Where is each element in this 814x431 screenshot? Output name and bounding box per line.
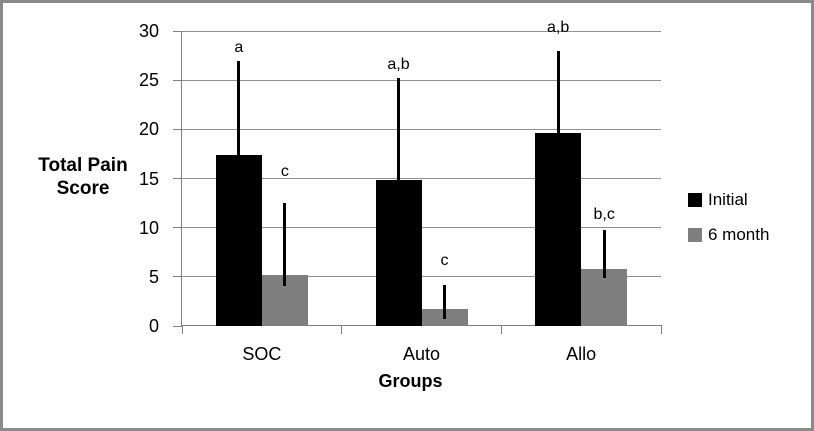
error-bar-soc-6month	[283, 203, 287, 286]
gridline	[182, 128, 661, 130]
x-category-label: Auto	[402, 344, 440, 364]
bar-soc-initial	[215, 154, 262, 326]
gridline	[182, 276, 661, 278]
significance-label-soc-initial: a	[234, 38, 244, 56]
legend-item-6month: 6 month	[688, 225, 769, 245]
gridline	[182, 178, 661, 179]
y-tick-label: 20	[138, 119, 159, 140]
legend-swatch-6month-icon	[688, 228, 702, 242]
bar-allo-initial	[535, 133, 582, 326]
y-axis-title: Total Pain Score	[38, 155, 128, 199]
error-bar-soc-initial	[237, 60, 241, 155]
x-category-label: Allo	[566, 344, 597, 364]
gridline	[182, 227, 661, 229]
significance-label-auto-6month: c	[440, 252, 449, 270]
legend-swatch-initial-icon	[688, 193, 702, 207]
y-tick-label: 25	[138, 70, 159, 91]
x-category-label: SOC	[242, 344, 282, 364]
error-bar-auto-initial	[397, 78, 400, 181]
significance-label-allo-initial: a,b	[547, 19, 570, 37]
y-tick	[173, 325, 182, 327]
x-tick	[341, 326, 343, 334]
y-tick	[173, 79, 182, 81]
y-tick	[173, 128, 182, 130]
y-axis-line	[181, 31, 182, 327]
y-tick	[173, 178, 182, 179]
significance-label-allo-6month: b,c	[593, 205, 615, 223]
gridline	[182, 79, 661, 81]
legend: Initial 6 month	[688, 190, 769, 260]
legend-label-6month: 6 month	[708, 225, 770, 244]
gridline	[182, 30, 661, 32]
significance-label-soc-6month: c	[280, 162, 289, 180]
legend-label-initial: Initial	[708, 190, 748, 209]
bar-auto-initial	[375, 180, 422, 326]
bar-allo-6month	[581, 268, 628, 326]
y-tick-label: 5	[148, 266, 159, 287]
y-tick	[173, 227, 182, 229]
x-axis-title: Groups	[378, 371, 443, 391]
x-tick	[500, 326, 502, 334]
error-bar-allo-6month	[602, 229, 606, 278]
plot-area: 0 5 10 15 20 25 30 SOC Auto Allo a a,b a,b c c b,c	[139, 19, 662, 364]
y-tick-label: 0	[148, 316, 159, 336]
y-tick	[173, 276, 182, 278]
y-tick-label: 15	[138, 168, 159, 189]
x-tick	[660, 326, 662, 334]
significance-label-auto-initial: a,b	[387, 56, 410, 74]
legend-item-initial: Initial	[688, 190, 769, 210]
y-tick-label: 10	[138, 217, 159, 238]
y-tick-label: 30	[138, 21, 159, 41]
error-bar-allo-initial	[556, 50, 560, 134]
y-tick	[173, 30, 182, 32]
x-tick	[181, 326, 183, 334]
error-bar-auto-6month	[443, 284, 446, 320]
